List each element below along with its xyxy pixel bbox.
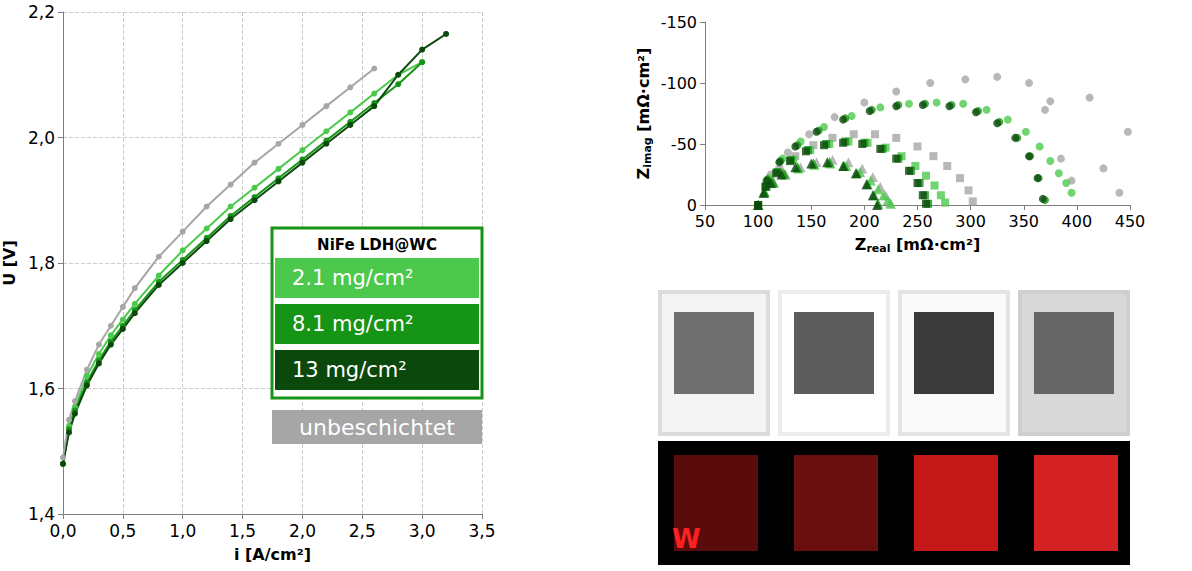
svg-text:350: 350 <box>1008 212 1039 231</box>
svg-text:unbeschichtet: unbeschichtet <box>299 415 455 440</box>
svg-text:100: 100 <box>743 212 774 231</box>
svg-text:2,0: 2,0 <box>28 128 55 148</box>
svg-text:400: 400 <box>1062 212 1093 231</box>
svg-text:U [V]: U [V] <box>0 240 19 286</box>
svg-text:0,5: 0,5 <box>109 521 136 541</box>
svg-text:1,0: 1,0 <box>169 521 196 541</box>
svg-text:250: 250 <box>902 212 933 231</box>
svg-text:2,5: 2,5 <box>349 521 376 541</box>
svg-text:2,0: 2,0 <box>289 521 316 541</box>
svg-text:300: 300 <box>955 212 986 231</box>
svg-text:1,4: 1,4 <box>28 504 55 524</box>
svg-text:13 mg/cm²: 13 mg/cm² <box>292 358 407 382</box>
svg-text:1,8: 1,8 <box>28 253 55 273</box>
svg-text:8.1 mg/cm²: 8.1 mg/cm² <box>292 312 413 336</box>
svg-text:1,6: 1,6 <box>28 379 55 399</box>
svg-text:150: 150 <box>796 212 827 231</box>
svg-text:imag: imag <box>641 137 654 168</box>
svg-text:-100: -100 <box>661 74 697 93</box>
svg-text:0: 0 <box>686 195 697 215</box>
svg-text:Z: Z <box>634 168 653 180</box>
svg-text:real: real <box>866 242 890 255</box>
svg-text:NiFe LDH@WC: NiFe LDH@WC <box>317 236 437 254</box>
svg-text:i [A/cm²]: i [A/cm²] <box>234 545 311 564</box>
svg-text:50: 50 <box>695 212 715 231</box>
svg-text:Z: Z <box>855 235 867 254</box>
svg-text:200: 200 <box>849 212 880 231</box>
svg-text:[mΩ·cm²]: [mΩ·cm²] <box>634 48 653 138</box>
svg-text:450: 450 <box>1115 212 1146 231</box>
svg-text:3,0: 3,0 <box>409 521 436 541</box>
svg-text:-50: -50 <box>671 135 697 154</box>
svg-text:-150: -150 <box>661 13 697 32</box>
svg-text:W: W <box>672 524 701 554</box>
svg-text:3,5: 3,5 <box>468 521 495 541</box>
svg-text:[mΩ·cm²]: [mΩ·cm²] <box>890 235 980 254</box>
svg-text:2,2: 2,2 <box>28 2 55 22</box>
svg-text:2.1 mg/cm²: 2.1 mg/cm² <box>292 266 413 290</box>
svg-text:0,0: 0,0 <box>49 521 76 541</box>
svg-text:1,5: 1,5 <box>229 521 256 541</box>
